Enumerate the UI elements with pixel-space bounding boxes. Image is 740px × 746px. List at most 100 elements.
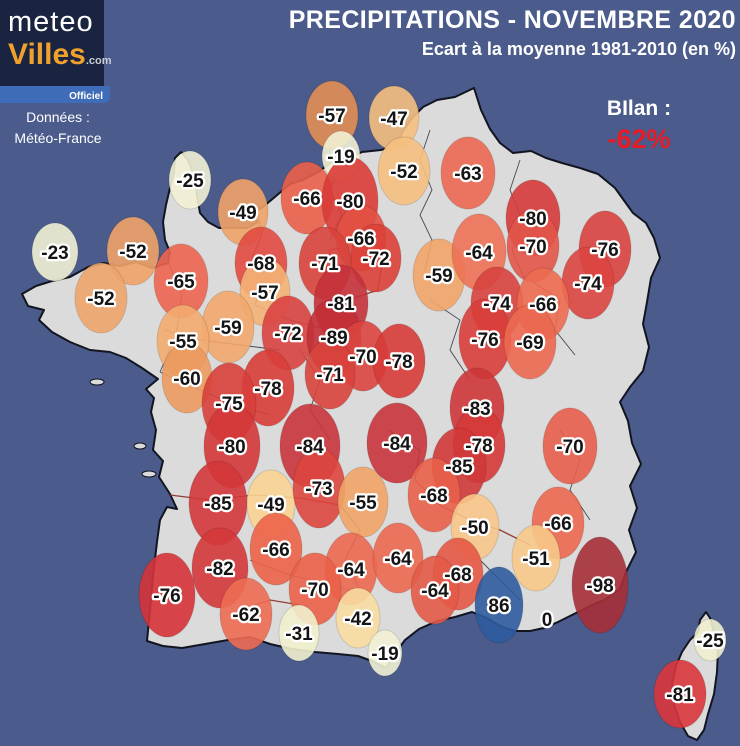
map-bubble <box>350 223 402 293</box>
map-bubble-label: -80 <box>218 437 245 458</box>
map-bubble <box>372 323 426 399</box>
page-subtitle: Ecart à la moyenne 1981-2010 (en %) <box>421 39 736 59</box>
map-bubble-label: -78 <box>385 352 412 373</box>
map-bubble-label: -75 <box>215 394 243 415</box>
map-bubble-label: -83 <box>463 399 490 420</box>
map-bubble-label: -89 <box>320 328 347 349</box>
map-bubble-label: -80 <box>519 209 546 230</box>
map-bubble-label: -64 <box>465 243 493 264</box>
map-bubble-label: -59 <box>425 266 452 287</box>
map-bubble-label: -71 <box>311 254 339 275</box>
map-bubble-label: -47 <box>380 109 407 130</box>
map-bubble <box>366 402 428 484</box>
map-bubble-label: -49 <box>257 495 284 516</box>
map-bubble-label: -68 <box>444 565 471 586</box>
map-bubble-label: -31 <box>285 624 313 645</box>
map-bubble <box>377 136 431 206</box>
map-bubble <box>278 604 320 662</box>
map-bubble-label: -51 <box>522 549 550 570</box>
logo-badge-label: Officiel <box>69 91 103 102</box>
map-bubble <box>367 629 403 677</box>
map-bubble-label: -76 <box>471 330 498 351</box>
map-bubble-label: -52 <box>87 289 114 310</box>
source-line-2: Météo-France <box>14 130 102 146</box>
map-bubble-label: -19 <box>371 644 398 665</box>
logo-officiel-band: Officiel <box>0 86 110 103</box>
map-bubble-label: 0 <box>542 610 553 631</box>
map-bubble <box>106 216 160 286</box>
map-bubble <box>511 524 561 592</box>
map-bubble-label: -98 <box>586 576 613 597</box>
map-bubble <box>474 566 524 644</box>
map-bubble-label: -23 <box>41 243 68 264</box>
map-bubble-label: -76 <box>591 240 618 261</box>
map-bubble-label: -57 <box>318 106 345 127</box>
map-bubble-label: -70 <box>349 347 376 368</box>
map-bubble-label: -85 <box>204 494 232 515</box>
map-bubble <box>74 262 128 334</box>
map-bubble-label: -82 <box>206 559 233 580</box>
map-bubble-label: 86 <box>488 596 509 617</box>
map-bubble <box>372 522 424 594</box>
map-bubble-label: -64 <box>337 560 365 581</box>
logo-word-meteo: meteo <box>8 6 94 38</box>
map-bubble-label: -60 <box>173 369 200 390</box>
map-bubble-label: -80 <box>336 192 363 213</box>
page-title: PRECIPITATIONS - NOVEMBRE 2020 <box>288 6 736 34</box>
map-bubble-label: -76 <box>153 586 180 607</box>
map-bubble-label: -74 <box>483 294 511 315</box>
islet <box>133 442 147 450</box>
islet <box>89 378 105 386</box>
map-bubble-label: -85 <box>445 457 473 478</box>
map-bubble <box>440 136 496 210</box>
map-bubble-label: -70 <box>556 437 583 458</box>
map-bubble-label: -72 <box>274 324 301 345</box>
map-bubble-label: -52 <box>119 242 146 263</box>
source-line-1: Données : <box>26 109 90 125</box>
map-bubble-label: -66 <box>262 540 289 561</box>
logo-domain: .com <box>85 55 112 67</box>
map-bubble-label: -66 <box>544 514 571 535</box>
map-bubble <box>337 466 389 538</box>
map-bubble <box>138 552 196 638</box>
map-bubble-label: -84 <box>296 437 324 458</box>
map-bubble <box>407 457 461 533</box>
map-bubble-label: -78 <box>465 436 492 457</box>
map-bubble <box>219 577 273 651</box>
map-bubble-label: -64 <box>421 581 449 602</box>
header: PRECIPITATIONS - NOVEMBRE 2020 Ecart à l… <box>250 6 736 60</box>
map-bubble <box>31 222 79 282</box>
meteovilles-logo: meteo Villes.com <box>0 0 112 86</box>
map-bubble-label: -73 <box>305 479 332 500</box>
map-bubble <box>304 338 356 410</box>
map-bubble-label: -59 <box>214 318 241 339</box>
map-bubble-label: -74 <box>574 274 602 295</box>
map-bubble-label: -62 <box>232 605 259 626</box>
map-bubble <box>410 555 460 625</box>
map-bubble-label: -66 <box>347 229 374 250</box>
map-bubble-label: -25 <box>176 171 204 192</box>
map-bubble-label: -81 <box>666 685 694 706</box>
map-bubble-label: -63 <box>454 164 481 185</box>
map-bubble-label: -72 <box>362 249 389 270</box>
map-bubble <box>653 659 707 729</box>
map-bubble <box>503 304 557 380</box>
data-source-label: Données : Météo-France <box>0 107 116 149</box>
bilan-label: BIlan : <box>606 97 672 120</box>
bilan-value: -62% <box>607 124 671 154</box>
map-bubble-label: -42 <box>344 609 371 630</box>
map-bubble-label: -19 <box>327 147 354 168</box>
map-bubble-label: -78 <box>254 379 281 400</box>
map-bubble-label: -70 <box>301 580 328 601</box>
map-bubble-label: -55 <box>349 493 377 514</box>
map-bubble-label: -70 <box>519 237 546 258</box>
map-bubble-label: -68 <box>420 486 447 507</box>
map-bubble-label: -50 <box>461 518 488 539</box>
anomaly-bubbles-layer: -57 -47 -19 -52 -63 -25 -49 -66 -80 -23 -52 -65 -52 -… <box>31 80 727 729</box>
map-bubble-label: -25 <box>696 631 724 652</box>
map-bubble <box>571 536 629 634</box>
map-bubble <box>693 618 727 662</box>
logo-word-villes: Villes <box>8 38 86 71</box>
map-bubble-label: -55 <box>169 332 197 353</box>
map-bubble-label: -49 <box>229 203 256 224</box>
